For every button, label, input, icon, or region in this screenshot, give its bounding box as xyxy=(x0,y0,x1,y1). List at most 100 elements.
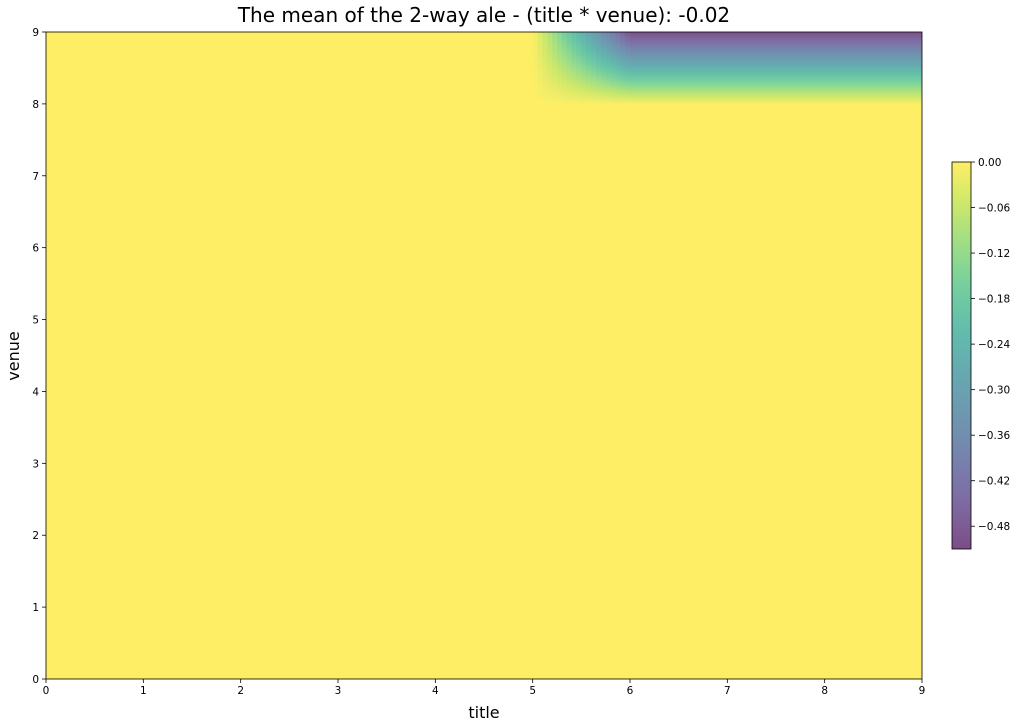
heatmap-cell xyxy=(537,73,543,76)
heatmap-cell xyxy=(537,58,543,62)
heatmap-cell xyxy=(605,44,612,47)
heatmap-cell xyxy=(46,493,922,497)
heatmap-cell xyxy=(595,93,602,96)
heatmap-cell xyxy=(625,48,631,51)
heatmap-cell xyxy=(46,655,922,659)
heatmap-cell xyxy=(46,461,922,464)
heatmap-cell xyxy=(547,46,553,49)
heatmap-cell xyxy=(595,39,602,42)
heatmap-cell xyxy=(46,35,534,38)
heatmap-cell xyxy=(552,102,578,105)
heatmap-cell xyxy=(46,39,534,42)
heatmap-cell xyxy=(630,46,922,49)
heatmap-cell xyxy=(581,75,587,78)
heatmap-cell xyxy=(586,32,592,35)
heatmap-cell xyxy=(605,82,612,85)
heatmap-cell xyxy=(605,48,612,51)
heatmap-cell xyxy=(46,161,922,164)
heatmap-cell xyxy=(46,522,922,526)
heatmap-cell xyxy=(46,280,922,283)
heatmap-cell xyxy=(591,49,597,53)
heatmap-cell xyxy=(586,42,592,46)
heatmap-cell xyxy=(625,55,631,58)
heatmap-cell xyxy=(46,159,922,162)
heatmap-cell xyxy=(625,93,631,96)
heatmap-cell xyxy=(46,650,922,653)
heatmap-cell xyxy=(586,71,592,74)
heatmap-cell xyxy=(542,73,548,76)
heatmap-cell xyxy=(586,33,592,37)
heatmap-cell xyxy=(537,76,543,80)
heatmap-cell xyxy=(46,432,922,436)
heatmap-cell xyxy=(620,78,626,82)
heatmap-cell xyxy=(576,75,582,78)
heatmap-cell xyxy=(600,33,607,37)
heatmap-cell xyxy=(610,73,616,76)
heatmap-cell xyxy=(586,89,592,92)
heatmap-cell xyxy=(605,98,612,101)
heatmap-cell xyxy=(46,416,922,420)
heatmap-cell xyxy=(542,48,548,51)
heatmap-cell xyxy=(600,82,607,85)
heatmap-cell xyxy=(586,85,592,89)
heatmap-cell xyxy=(46,215,922,218)
heatmap-cell xyxy=(46,326,922,330)
heatmap-cell xyxy=(46,571,922,574)
heatmap-cell xyxy=(46,208,922,211)
heatmap-cell xyxy=(46,635,922,639)
heatmap-cell xyxy=(46,644,922,648)
heatmap-cell xyxy=(532,75,539,78)
heatmap-cell xyxy=(581,66,587,69)
heatmap-cell xyxy=(605,46,612,49)
heatmap-cell xyxy=(605,40,612,44)
heatmap-cell xyxy=(46,630,922,633)
heatmap-cell xyxy=(566,69,573,73)
heatmap-cell xyxy=(557,42,563,46)
heatmap-cell xyxy=(537,37,543,40)
heatmap-cell xyxy=(46,299,922,303)
heatmap-cell xyxy=(561,82,568,85)
heatmap-cell xyxy=(600,89,607,92)
heatmap-cell xyxy=(46,57,534,60)
heatmap-cell xyxy=(46,269,922,272)
heatmap-cell xyxy=(586,78,592,82)
heatmap-cell xyxy=(620,35,626,38)
heatmap-cell xyxy=(46,290,922,294)
heatmap-cell xyxy=(591,87,597,91)
heatmap-cell xyxy=(566,67,573,71)
heatmap-cell xyxy=(46,497,922,500)
heatmap-cell xyxy=(46,276,922,279)
heatmap-cell xyxy=(595,94,602,98)
heatmap-cell xyxy=(547,44,553,47)
heatmap-cell xyxy=(552,89,558,92)
heatmap-cell xyxy=(46,576,922,579)
heatmap-cell xyxy=(571,62,578,65)
heatmap-cell xyxy=(532,100,539,103)
heatmap-cell xyxy=(557,82,563,85)
colorbar-gradient xyxy=(952,162,971,549)
heatmap-cell xyxy=(576,66,582,69)
heatmap-cell xyxy=(46,51,534,55)
heatmap-cell xyxy=(46,348,922,351)
heatmap-cell xyxy=(576,71,582,74)
heatmap-cell xyxy=(46,368,922,371)
heatmap-cell xyxy=(46,423,922,427)
heatmap-cell xyxy=(532,44,539,47)
heatmap-cell xyxy=(46,371,922,375)
heatmap-cell xyxy=(586,96,592,100)
heatmap-cell xyxy=(586,93,592,96)
heatmap-cell xyxy=(561,91,568,94)
heatmap-cell xyxy=(542,66,548,69)
heatmap-cell xyxy=(566,87,573,91)
heatmap-cell xyxy=(46,563,922,567)
heatmap-cell xyxy=(576,96,582,100)
heatmap-cell xyxy=(542,89,548,92)
heatmap-cell xyxy=(561,64,568,67)
heatmap-cell xyxy=(605,85,612,89)
heatmap-cell xyxy=(600,102,607,105)
heatmap-cell xyxy=(557,33,563,37)
heatmap-cell xyxy=(566,48,573,51)
heatmap-cell xyxy=(46,414,922,418)
heatmap-cell xyxy=(595,82,602,85)
heatmap-cell xyxy=(591,32,597,35)
